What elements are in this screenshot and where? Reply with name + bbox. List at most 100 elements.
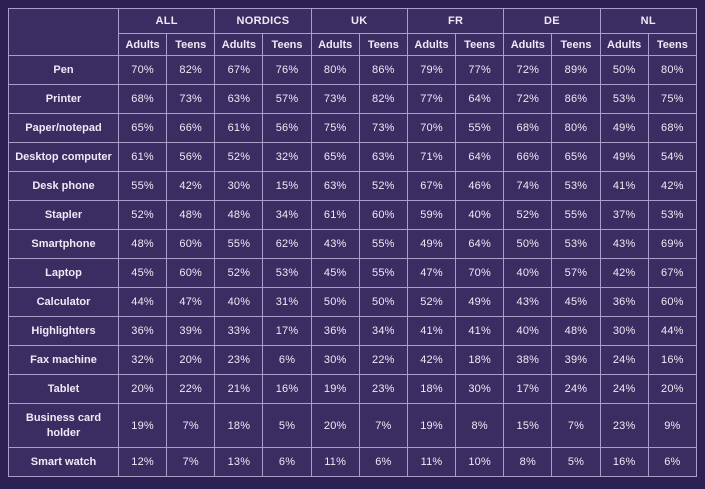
row-label-cell: Smart watch <box>8 447 119 477</box>
value-cell: 63% <box>358 142 408 172</box>
value-cell: 18% <box>214 403 264 448</box>
value-cell: 53% <box>599 84 649 114</box>
row-label-cell: Fax machine <box>8 345 119 375</box>
value-cell: 73% <box>166 84 216 114</box>
table-row: Highlighters 36% 39% 33% 17% 36% 34% 41% 41% 40% 4… <box>8 316 698 346</box>
value-cell: 16% <box>599 447 649 477</box>
value-cell: 52% <box>214 258 264 288</box>
table-row: Smart watch 12% 7% 13% 6% 11% 6% 11% 10% 8% 5% 16% 6… <box>8 447 698 477</box>
value-cell: 82% <box>166 55 216 85</box>
value-cell: 7% <box>166 403 216 448</box>
row-label-cell: Desk phone <box>8 171 119 201</box>
sub-header-cell: Teens <box>551 33 601 56</box>
value-cell: 9% <box>647 403 698 448</box>
table-row: Business card holder 19% 7% 18% 5% 20% 7% 19% 8%… <box>8 403 698 448</box>
value-cell: 68% <box>647 113 698 143</box>
value-cell: 30% <box>310 345 360 375</box>
value-cell: 72% <box>503 84 553 114</box>
row-label-cell: Stapler <box>8 200 119 230</box>
value-cell: 18% <box>406 374 457 404</box>
sub-header-cell: Adults <box>310 33 360 56</box>
ownership-table: ALL NORDICS UK FR DE NL Adults Teens Adults Teen… <box>8 8 698 477</box>
row-label-cell: Laptop <box>8 258 119 288</box>
value-cell: 45% <box>310 258 360 288</box>
table-row: Calculator 44% 47% 40% 31% 50% 50% 52% 49% 43% 45%… <box>8 287 698 317</box>
value-cell: 47% <box>166 287 216 317</box>
value-cell: 17% <box>262 316 312 346</box>
value-cell: 57% <box>262 84 312 114</box>
group-header-cell: NL <box>599 8 698 34</box>
value-cell: 38% <box>503 345 553 375</box>
value-cell: 54% <box>647 142 698 172</box>
value-cell: 43% <box>310 229 360 259</box>
value-cell: 60% <box>166 229 216 259</box>
value-cell: 5% <box>262 403 312 448</box>
value-cell: 19% <box>406 403 457 448</box>
value-cell: 53% <box>551 229 601 259</box>
value-cell: 56% <box>262 113 312 143</box>
value-cell: 37% <box>599 200 649 230</box>
value-cell: 60% <box>647 287 698 317</box>
value-cell: 41% <box>455 316 505 346</box>
row-label-cell: Tablet <box>8 374 119 404</box>
value-cell: 49% <box>599 113 649 143</box>
value-cell: 12% <box>117 447 168 477</box>
value-cell: 69% <box>647 229 698 259</box>
value-cell: 30% <box>599 316 649 346</box>
value-cell: 43% <box>503 287 553 317</box>
table-row: Desktop computer 61% 56% 52% 32% 65% 63% 71% 64%… <box>8 142 698 172</box>
group-header-cell: UK <box>310 8 408 34</box>
value-cell: 17% <box>503 374 553 404</box>
value-cell: 39% <box>166 316 216 346</box>
value-cell: 86% <box>358 55 408 85</box>
value-cell: 64% <box>455 84 505 114</box>
value-cell: 24% <box>599 345 649 375</box>
value-cell: 53% <box>551 171 601 201</box>
sub-header-cell: Teens <box>262 33 312 56</box>
sub-header-cell: Teens <box>166 33 216 56</box>
table-row: Paper/notepad 65% 66% 61% 56% 75% 73% 70% 55% 68%… <box>8 113 698 143</box>
value-cell: 48% <box>551 316 601 346</box>
table-row: Fax machine 32% 20% 23% 6% 30% 22% 42% 18% 38% 39%… <box>8 345 698 375</box>
table-row: Printer 68% 73% 63% 57% 73% 82% 77% 64% 72% 86% 53%… <box>8 84 698 114</box>
value-cell: 74% <box>503 171 553 201</box>
value-cell: 45% <box>551 287 601 317</box>
value-cell: 24% <box>551 374 601 404</box>
group-header-cell: DE <box>503 8 601 34</box>
table-row: Stapler 52% 48% 48% 34% 61% 60% 59% 40% 52% 55% 37%… <box>8 200 698 230</box>
value-cell: 77% <box>455 55 505 85</box>
value-cell: 7% <box>551 403 601 448</box>
value-cell: 15% <box>262 171 312 201</box>
value-cell: 42% <box>406 345 457 375</box>
value-cell: 20% <box>166 345 216 375</box>
value-cell: 61% <box>310 200 360 230</box>
value-cell: 6% <box>647 447 698 477</box>
value-cell: 52% <box>214 142 264 172</box>
value-cell: 64% <box>455 142 505 172</box>
value-cell: 65% <box>310 142 360 172</box>
sub-header-cell: Teens <box>358 33 408 56</box>
value-cell: 80% <box>551 113 601 143</box>
value-cell: 31% <box>262 287 312 317</box>
value-cell: 48% <box>117 229 168 259</box>
value-cell: 53% <box>647 200 698 230</box>
value-cell: 22% <box>166 374 216 404</box>
table-header: ALL NORDICS UK FR DE NL Adults Teens Adults Teen… <box>8 8 698 56</box>
value-cell: 48% <box>214 200 264 230</box>
value-cell: 67% <box>406 171 457 201</box>
value-cell: 11% <box>406 447 457 477</box>
value-cell: 50% <box>310 287 360 317</box>
value-cell: 33% <box>214 316 264 346</box>
value-cell: 55% <box>117 171 168 201</box>
sub-header-row: Adults Teens Adults Teens Adults Teens Adults T… <box>9 33 698 56</box>
sub-header-cell: Adults <box>117 33 168 56</box>
value-cell: 6% <box>358 447 408 477</box>
value-cell: 7% <box>166 447 216 477</box>
value-cell: 40% <box>503 316 553 346</box>
table-row: Tablet 20% 22% 21% 16% 19% 23% 18% 30% 17% 24% 24% 2… <box>8 374 698 404</box>
value-cell: 55% <box>214 229 264 259</box>
table-row: Pen 70% 82% 67% 76% 80% 86% 79% 77% 72% 89% 50% 80% <box>8 55 698 85</box>
value-cell: 41% <box>599 171 649 201</box>
value-cell: 49% <box>406 229 457 259</box>
value-cell: 64% <box>455 229 505 259</box>
